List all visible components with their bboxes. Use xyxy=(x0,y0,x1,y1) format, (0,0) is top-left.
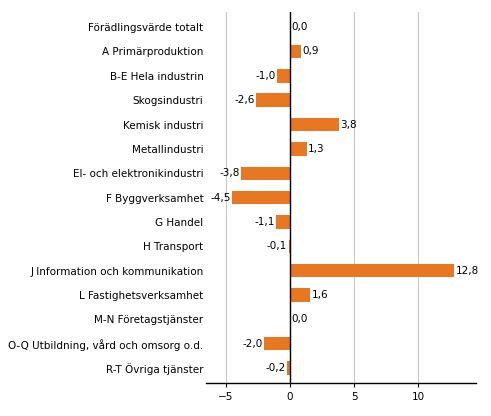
Bar xyxy=(277,69,290,82)
Text: 12,8: 12,8 xyxy=(456,266,479,276)
Bar xyxy=(290,264,454,277)
Bar xyxy=(275,215,290,229)
Text: -4,5: -4,5 xyxy=(210,193,231,203)
Text: 1,6: 1,6 xyxy=(312,290,328,300)
Text: -2,0: -2,0 xyxy=(243,339,263,349)
Bar xyxy=(256,94,290,107)
Text: -0,2: -0,2 xyxy=(266,363,286,373)
Text: -1,1: -1,1 xyxy=(254,217,274,227)
Text: -2,6: -2,6 xyxy=(235,95,255,105)
Bar xyxy=(290,142,306,156)
Text: -0,1: -0,1 xyxy=(267,241,287,251)
Bar xyxy=(232,191,290,204)
Text: 0,0: 0,0 xyxy=(291,314,307,324)
Bar xyxy=(241,166,290,180)
Bar xyxy=(287,362,290,375)
Text: -3,8: -3,8 xyxy=(219,168,240,178)
Bar xyxy=(264,337,290,350)
Text: 3,8: 3,8 xyxy=(340,119,356,129)
Bar xyxy=(290,45,301,58)
Bar xyxy=(289,240,290,253)
Bar xyxy=(290,288,310,302)
Text: 1,3: 1,3 xyxy=(308,144,325,154)
Bar xyxy=(290,118,339,131)
Text: -1,0: -1,0 xyxy=(255,71,275,81)
Text: 0,9: 0,9 xyxy=(302,47,319,57)
Text: 0,0: 0,0 xyxy=(291,22,307,32)
